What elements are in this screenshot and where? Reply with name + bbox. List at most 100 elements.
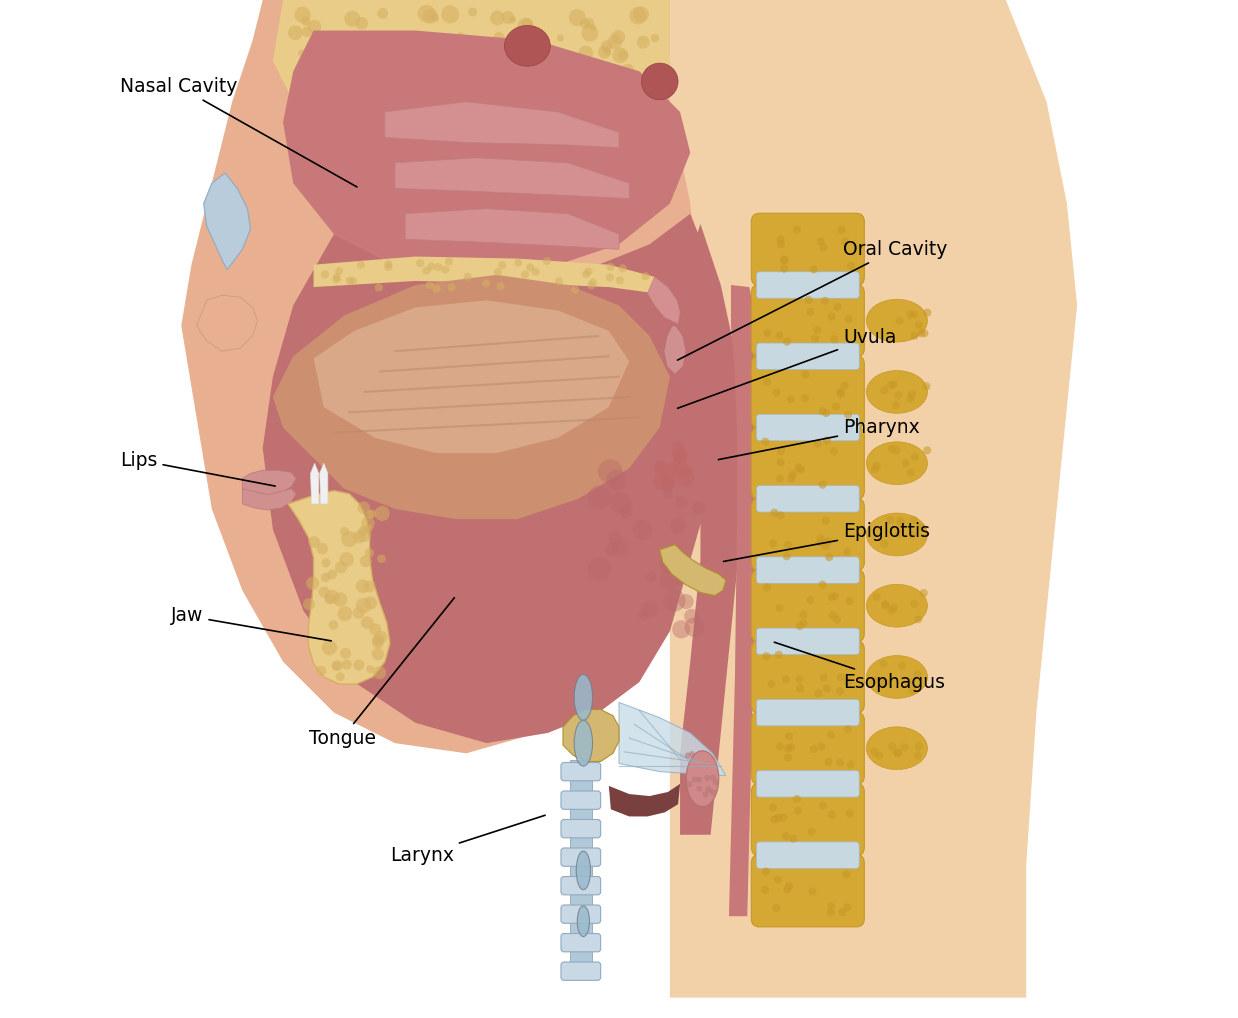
Circle shape (361, 516, 375, 530)
Circle shape (801, 371, 810, 379)
Circle shape (501, 11, 515, 24)
Circle shape (775, 331, 784, 339)
Circle shape (427, 263, 436, 271)
Circle shape (353, 607, 365, 619)
Circle shape (490, 10, 505, 25)
Circle shape (360, 122, 370, 132)
FancyBboxPatch shape (756, 842, 859, 868)
Circle shape (474, 84, 490, 101)
FancyBboxPatch shape (561, 905, 600, 923)
Circle shape (776, 742, 784, 750)
Circle shape (521, 271, 529, 279)
Circle shape (641, 272, 650, 280)
Circle shape (873, 462, 880, 470)
Circle shape (898, 519, 905, 527)
Circle shape (357, 527, 371, 542)
Circle shape (797, 465, 805, 473)
Circle shape (777, 447, 785, 455)
Circle shape (782, 832, 790, 840)
Circle shape (587, 281, 595, 289)
Circle shape (589, 278, 597, 286)
Circle shape (364, 524, 373, 532)
Circle shape (675, 447, 686, 458)
Circle shape (687, 781, 692, 787)
Circle shape (711, 775, 717, 781)
Circle shape (511, 127, 519, 135)
Text: Lips: Lips (120, 451, 275, 486)
FancyBboxPatch shape (756, 414, 859, 441)
Circle shape (886, 381, 895, 389)
Circle shape (805, 296, 812, 304)
Circle shape (894, 391, 903, 399)
Circle shape (773, 904, 780, 912)
Circle shape (706, 786, 712, 792)
Circle shape (633, 520, 652, 541)
FancyBboxPatch shape (561, 876, 600, 895)
Circle shape (685, 617, 704, 637)
Circle shape (342, 660, 352, 670)
Polygon shape (262, 214, 721, 743)
Circle shape (517, 18, 534, 34)
Polygon shape (660, 545, 725, 596)
Ellipse shape (504, 25, 550, 66)
Circle shape (613, 47, 628, 63)
Circle shape (360, 40, 370, 49)
Circle shape (800, 619, 807, 627)
Circle shape (371, 647, 384, 660)
Circle shape (545, 78, 552, 87)
Circle shape (692, 777, 697, 783)
Circle shape (610, 493, 631, 515)
Circle shape (841, 237, 849, 245)
Circle shape (578, 46, 593, 60)
Circle shape (349, 277, 358, 285)
FancyBboxPatch shape (751, 855, 864, 926)
Circle shape (898, 662, 906, 670)
Circle shape (323, 82, 332, 92)
Circle shape (365, 548, 374, 558)
Circle shape (369, 623, 381, 635)
Circle shape (817, 237, 825, 245)
Circle shape (888, 607, 895, 615)
Circle shape (683, 465, 693, 475)
Circle shape (651, 34, 659, 43)
Circle shape (526, 264, 535, 272)
FancyBboxPatch shape (751, 641, 864, 714)
Circle shape (598, 459, 623, 484)
Circle shape (818, 580, 827, 588)
Circle shape (837, 388, 844, 396)
FancyBboxPatch shape (561, 819, 600, 838)
Circle shape (787, 474, 795, 483)
Text: Pharynx: Pharynx (718, 418, 920, 459)
Circle shape (816, 534, 825, 543)
Circle shape (907, 687, 916, 695)
Circle shape (365, 510, 374, 519)
Circle shape (888, 445, 896, 453)
Polygon shape (272, 0, 670, 143)
Circle shape (352, 74, 363, 84)
Text: Oral Cavity: Oral Cavity (677, 240, 947, 360)
Circle shape (782, 338, 791, 346)
Polygon shape (571, 760, 592, 977)
Circle shape (374, 112, 390, 129)
Circle shape (890, 381, 898, 389)
Circle shape (594, 102, 603, 111)
Circle shape (818, 407, 827, 415)
Circle shape (784, 744, 792, 752)
Circle shape (612, 31, 625, 44)
Circle shape (332, 662, 340, 671)
Circle shape (774, 814, 782, 823)
Circle shape (332, 61, 348, 76)
Circle shape (448, 283, 456, 291)
Circle shape (517, 35, 536, 53)
Circle shape (836, 687, 844, 695)
Polygon shape (563, 710, 619, 761)
Circle shape (781, 257, 789, 265)
Circle shape (915, 321, 924, 329)
Circle shape (822, 517, 829, 525)
Circle shape (827, 731, 836, 739)
Circle shape (468, 7, 477, 16)
Circle shape (796, 684, 805, 692)
Circle shape (813, 440, 822, 448)
Circle shape (441, 5, 459, 23)
FancyBboxPatch shape (751, 499, 864, 571)
